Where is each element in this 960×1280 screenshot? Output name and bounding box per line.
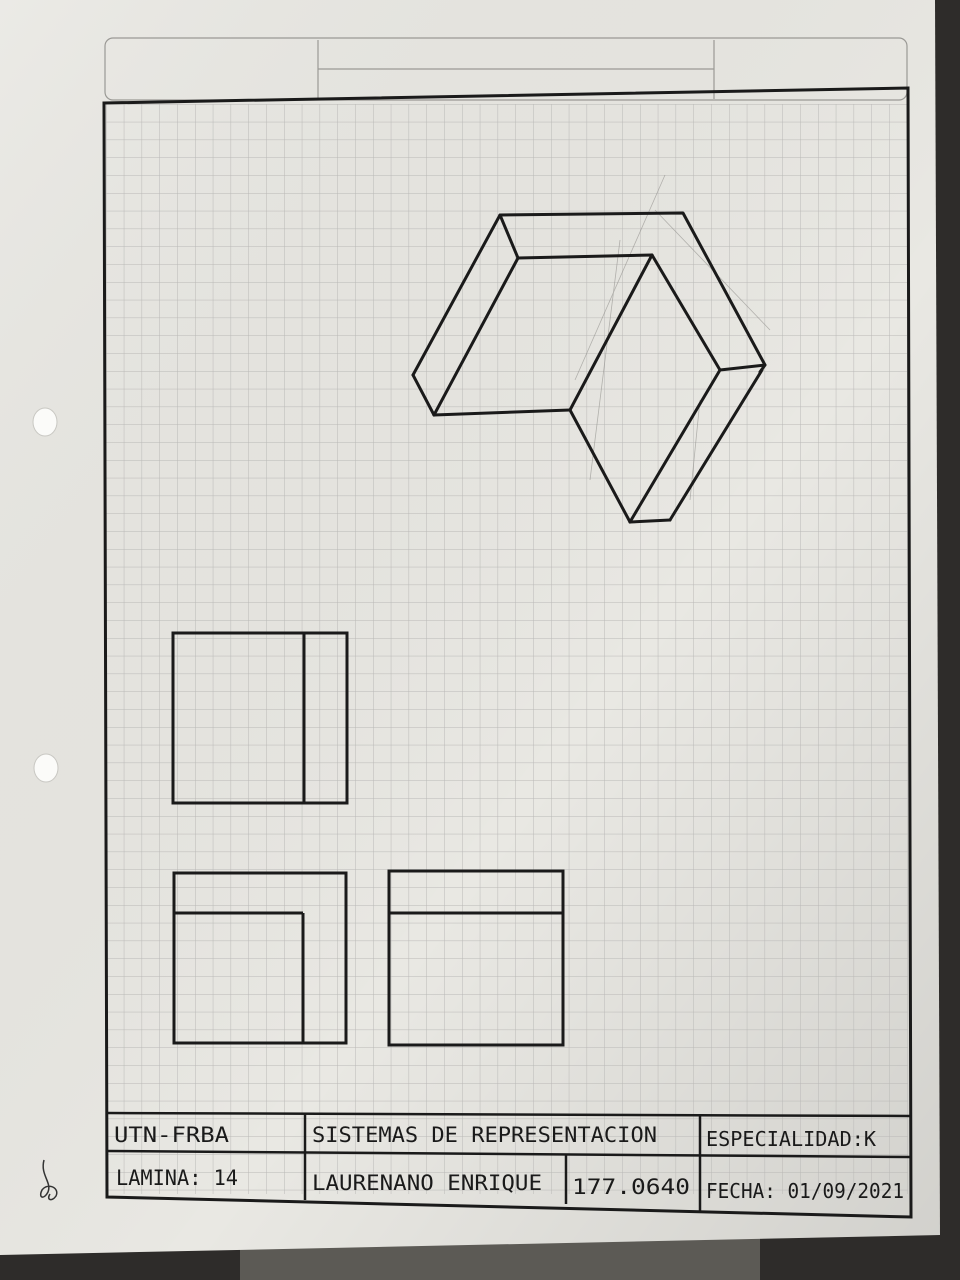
sheet-number-label: LAMINA: 14 [116,1166,238,1190]
view-side [171,631,349,805]
subject-label: SISTEMAS DE REPRESENTACION [312,1123,657,1147]
view-front [387,869,565,1047]
grid-paper [106,104,908,1194]
specialty-label: ESPECIALIDAD:K [706,1127,876,1151]
title-block [106,1111,911,1212]
header-box [104,37,908,101]
drawing-border [102,86,913,1219]
view-plan [172,871,348,1045]
date-label: FECHA: 01/09/2021 [706,1179,904,1203]
signature-scribble [39,1159,58,1201]
institution-label: UTN-FRBA [114,1123,229,1147]
isometric-drawing [411,211,767,524]
student-name-label: LAURENANO ENRIQUE [312,1171,542,1195]
student-id-label: 177.0640 [572,1175,690,1199]
binder-hole-bottom [33,753,59,783]
binder-hole-top [32,407,58,437]
